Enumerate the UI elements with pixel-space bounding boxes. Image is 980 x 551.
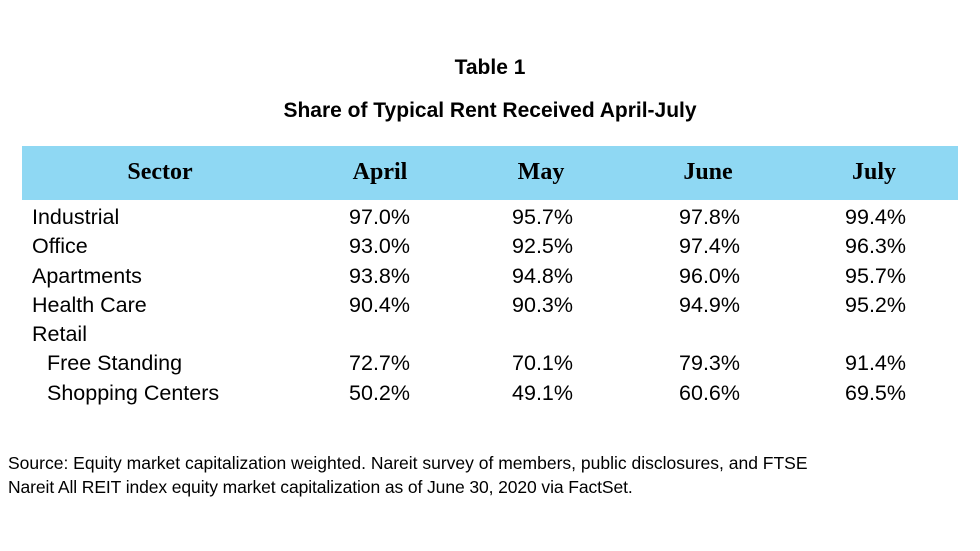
row-label: Retail xyxy=(32,322,87,347)
cell-may: 49.1% xyxy=(512,380,573,405)
column-header-june: June xyxy=(683,159,733,185)
cell-april: 97.0% xyxy=(349,205,410,229)
column-header-april: April xyxy=(352,159,408,185)
cell-may: 92.5% xyxy=(512,234,573,259)
table-row-apartments: Apartments 93.8% 94.8% 96.0% 95.7% xyxy=(0,262,980,291)
cell-july: 99.4% xyxy=(845,205,906,229)
cell-june: 97.8% xyxy=(679,205,740,229)
table-header-band xyxy=(22,146,958,200)
cell-july: 95.2% xyxy=(845,292,906,317)
table-title: Table 1 xyxy=(454,56,526,79)
cell-may: 70.1% xyxy=(512,351,573,376)
cell-june: 94.9% xyxy=(679,292,740,317)
cell-july: 95.7% xyxy=(845,263,906,288)
cell-june: 96.0% xyxy=(679,263,740,288)
table-body: Industrial 97.0% 95.7% 97.8% 99.4% Offic… xyxy=(0,203,980,408)
row-label: Industrial xyxy=(32,205,120,229)
cell-june: 97.4% xyxy=(679,234,740,259)
table-row-free-standing: Free Standing 72.7% 70.1% 79.3% 91.4% xyxy=(0,349,980,378)
cell-may: 95.7% xyxy=(512,205,573,229)
cell-april: 50.2% xyxy=(349,380,410,405)
cell-april: 93.8% xyxy=(349,263,410,288)
table-row-shopping-centers: Shopping Centers 50.2% 49.1% 60.6% 69.5% xyxy=(0,379,980,408)
source-note: Source: Equity market capitalization wei… xyxy=(8,451,968,499)
cell-april: 90.4% xyxy=(349,292,410,317)
cell-june: 79.3% xyxy=(679,351,740,376)
cell-may: 90.3% xyxy=(512,292,573,317)
row-label: Health Care xyxy=(32,292,147,317)
table-row-health-care: Health Care 90.4% 90.3% 94.9% 95.2% xyxy=(0,291,980,320)
column-header-may: May xyxy=(517,159,565,185)
column-header-july: July xyxy=(851,159,896,185)
source-line-1: Source: Equity market capitalization wei… xyxy=(8,453,808,473)
table-row-retail: Retail xyxy=(0,320,980,349)
table-row-industrial: Industrial 97.0% 95.7% 97.8% 99.4% xyxy=(0,203,980,232)
cell-april: 93.0% xyxy=(349,234,410,259)
cell-june: 60.6% xyxy=(679,380,740,405)
table-row-office: Office 93.0% 92.5% 97.4% 96.3% xyxy=(0,232,980,261)
cell-july: 91.4% xyxy=(845,351,906,376)
cell-april: 72.7% xyxy=(349,351,410,376)
row-label: Office xyxy=(32,234,88,259)
cell-july: 69.5% xyxy=(845,380,906,405)
row-label: Shopping Centers xyxy=(47,380,220,405)
row-label: Free Standing xyxy=(47,351,183,376)
cell-july: 96.3% xyxy=(845,234,906,259)
column-header-sector: Sector xyxy=(127,159,193,185)
cell-may: 94.8% xyxy=(512,263,573,288)
table-subtitle: Share of Typical Rent Received April-Jul… xyxy=(283,99,697,122)
row-label: Apartments xyxy=(32,263,142,288)
source-line-2: Nareit All REIT index equity market capi… xyxy=(8,477,633,497)
